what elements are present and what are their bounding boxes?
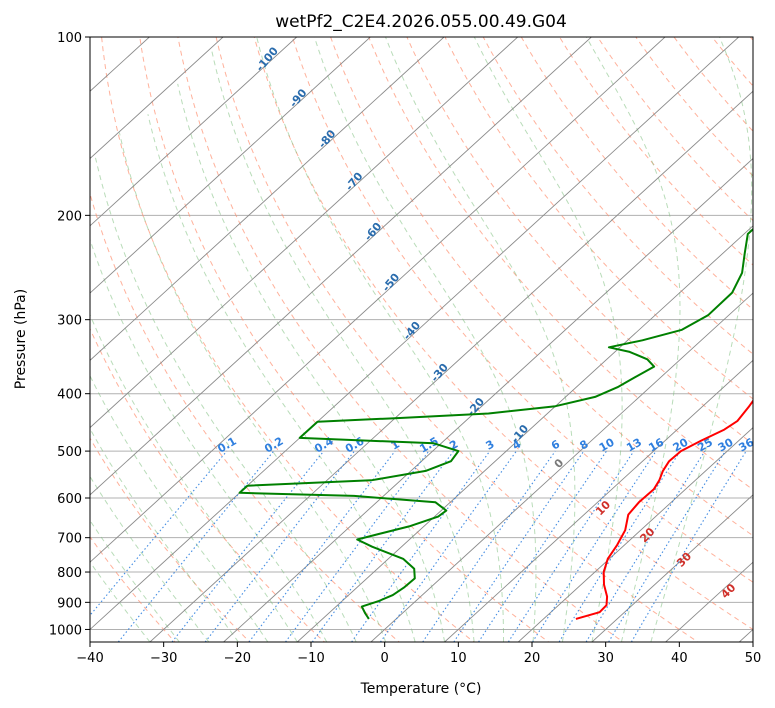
profile-lines bbox=[238, 227, 753, 620]
dry-adiabat bbox=[291, 37, 753, 583]
mixing-ratio-line bbox=[608, 450, 726, 642]
background-grid bbox=[90, 37, 753, 642]
y-tick-label: 100 bbox=[57, 31, 82, 46]
x-tick-label: −30 bbox=[150, 651, 177, 666]
isotherm-line bbox=[591, 494, 753, 642]
y-tick-label: 900 bbox=[57, 596, 82, 611]
isotherm-line bbox=[90, 37, 593, 496]
y-tick-label: 300 bbox=[57, 314, 82, 329]
mixing-ratio-line bbox=[248, 450, 396, 642]
x-tick-label: 40 bbox=[671, 651, 688, 666]
y-tick-label: 1000 bbox=[49, 623, 82, 638]
mixing-ratio-line bbox=[478, 450, 607, 642]
moist-adiabat bbox=[90, 313, 298, 642]
x-tick-label: 30 bbox=[597, 651, 614, 666]
moist-adiabat bbox=[256, 37, 504, 642]
x-tick-label: 0 bbox=[381, 651, 389, 666]
y-tick-label: 400 bbox=[57, 388, 82, 403]
isotherm-line bbox=[90, 37, 224, 160]
dry-adiabat bbox=[139, 37, 550, 642]
mixing-ratio-line bbox=[285, 450, 430, 642]
moist-adiabat bbox=[650, 37, 753, 642]
dry-adiabat bbox=[330, 37, 753, 537]
isotherm-line bbox=[222, 157, 753, 642]
mixing-ratio-line bbox=[585, 450, 706, 642]
moist-adiabat bbox=[95, 157, 357, 642]
mixing-ratio-line bbox=[117, 450, 275, 642]
y-tick-label: 500 bbox=[57, 445, 82, 460]
x-tick-label: 50 bbox=[745, 651, 762, 666]
dry-adiabat bbox=[253, 37, 753, 630]
isotherm-line bbox=[149, 90, 753, 642]
moist-adiabat bbox=[90, 237, 328, 642]
isotherm-line bbox=[90, 37, 298, 227]
dry-adiabat bbox=[177, 37, 625, 642]
isotherm-line bbox=[90, 37, 445, 361]
isotherm-line bbox=[90, 37, 666, 563]
moist-adiabat bbox=[90, 374, 269, 642]
isotherm-line bbox=[90, 37, 372, 294]
mixing-ratio-label: 36 bbox=[737, 435, 757, 454]
mixing-ratio-line bbox=[532, 450, 657, 642]
dry-adiabat bbox=[444, 37, 753, 400]
dry-adiabat bbox=[90, 535, 176, 642]
moist-adiabat bbox=[211, 49, 475, 642]
x-tick-label: −40 bbox=[76, 651, 103, 666]
plot-frame bbox=[89, 36, 754, 643]
moist-adiabat bbox=[473, 37, 623, 642]
moist-adiabat bbox=[385, 37, 576, 642]
moist-adiabat bbox=[118, 132, 387, 642]
mixing-ratio-line bbox=[379, 450, 517, 642]
dry-adiabat bbox=[90, 192, 400, 642]
x-axis-label: Temperature (°C) bbox=[360, 681, 482, 697]
y-tick-label: 600 bbox=[57, 492, 82, 507]
temperature-profile-line bbox=[575, 399, 753, 620]
isotherm-line bbox=[517, 427, 753, 642]
dry-adiabat bbox=[482, 37, 753, 355]
moist-adiabat bbox=[90, 475, 210, 642]
dry-adiabat bbox=[90, 437, 251, 642]
mixing-ratio-line bbox=[558, 450, 681, 642]
mixing-ratio-line bbox=[507, 450, 635, 642]
mixing-ratio-line bbox=[90, 450, 228, 617]
isotherm-line bbox=[90, 37, 740, 631]
mixing-ratio-line bbox=[422, 450, 556, 642]
y-tick-label: 700 bbox=[57, 532, 82, 547]
isotherm-line bbox=[370, 292, 753, 642]
y-tick-label: 200 bbox=[57, 209, 82, 224]
isotherm-line bbox=[296, 225, 753, 642]
y-tick-label: 800 bbox=[57, 566, 82, 581]
mixing-ratio-line bbox=[311, 450, 455, 642]
moist-adiabat bbox=[90, 427, 239, 642]
mixing-ratio-line bbox=[453, 450, 585, 642]
y-axis-label: Pressure (hPa) bbox=[13, 289, 29, 389]
dry-adiabat bbox=[215, 37, 699, 642]
isotherm-line bbox=[90, 37, 519, 429]
chart-title: wetPf2_C2E4.2026.055.00.49.G04 bbox=[275, 12, 567, 32]
y-axis: 100 200 300 400 500 600 700 800 900 1000 bbox=[49, 31, 90, 638]
dewpoint-profile-line bbox=[238, 227, 753, 620]
isotherm-line bbox=[443, 359, 753, 642]
x-axis: −40 −30 −20 −10 0 10 20 30 40 50 bbox=[76, 642, 761, 666]
dry-adiabat bbox=[101, 37, 475, 642]
x-tick-label: −20 bbox=[224, 651, 251, 666]
x-tick-label: 20 bbox=[524, 651, 541, 666]
x-tick-label: 10 bbox=[450, 651, 467, 666]
x-tick-label: −10 bbox=[297, 651, 324, 666]
